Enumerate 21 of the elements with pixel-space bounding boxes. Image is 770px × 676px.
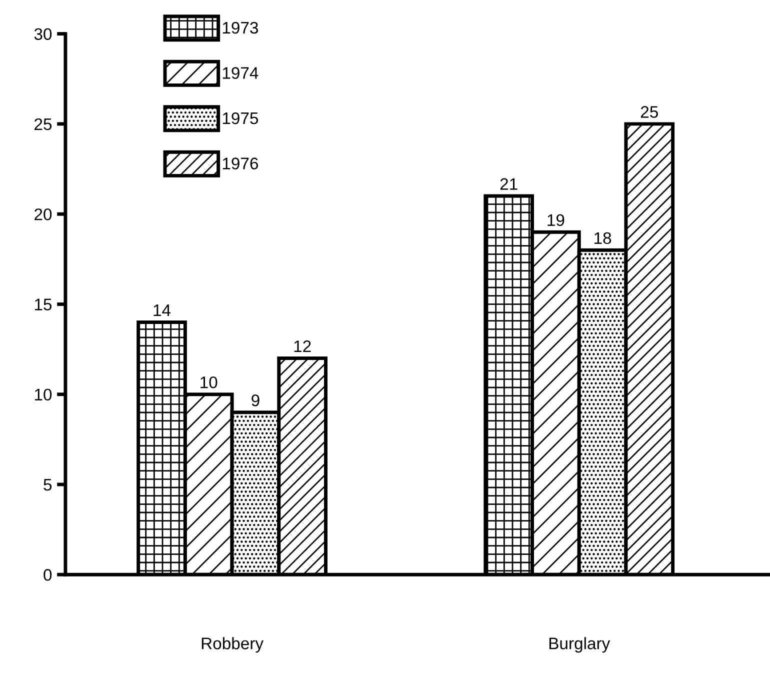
legend-label: 1975 bbox=[222, 112, 258, 124]
x-tick-label: Burglary bbox=[549, 637, 610, 653]
data-label: 21 bbox=[500, 178, 518, 190]
legend-label: 1974 bbox=[222, 67, 258, 79]
legend-label: 1976 bbox=[222, 158, 258, 170]
y-tick-label: 15 bbox=[34, 298, 52, 310]
data-label: 12 bbox=[294, 340, 311, 352]
data-label: 18 bbox=[594, 232, 612, 244]
y-tick-label: 30 bbox=[34, 28, 52, 40]
legend-label: 1973 bbox=[222, 22, 258, 34]
data-label: 25 bbox=[640, 106, 658, 118]
data-label: 19 bbox=[548, 214, 564, 226]
y-tick-label: 5 bbox=[44, 479, 52, 491]
x-tick-label: Robbery bbox=[202, 637, 264, 653]
y-tick-label: 0 bbox=[44, 569, 52, 581]
data-label: 9 bbox=[252, 394, 260, 406]
y-tick-label: 10 bbox=[34, 388, 52, 401]
data-label: 14 bbox=[154, 304, 171, 316]
y-tick-label: 20 bbox=[34, 208, 52, 220]
data-label: 10 bbox=[200, 376, 218, 388]
y-tick-label: 25 bbox=[34, 118, 52, 130]
